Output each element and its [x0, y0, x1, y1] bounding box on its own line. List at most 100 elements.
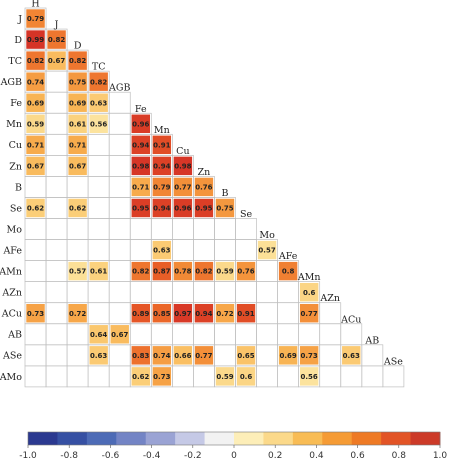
grid-cell	[45, 218, 68, 240]
cell-value-label: 0.62	[132, 373, 149, 381]
grid-cell	[45, 239, 68, 261]
heatmap-cell-Se-Cu	[173, 198, 193, 218]
heatmap-cell-Se-D	[68, 198, 87, 218]
cell-value-label: 0.64	[90, 331, 107, 339]
grid-cell	[66, 344, 89, 367]
cell-value-label: 0.72	[216, 310, 233, 318]
grid-cell	[24, 176, 47, 198]
cell-value-label: 0.61	[90, 268, 107, 276]
diagonal-label-AGB: AGB	[108, 83, 130, 94]
heatmap-cell-Fe-D	[68, 93, 87, 112]
heatmap-cell-AZn-AMn	[299, 282, 319, 302]
cell-value-label: 0.63	[343, 352, 360, 360]
cell-value-label: 0.82	[90, 78, 107, 86]
cell-value-label: 0.69	[27, 99, 44, 107]
grid-cell	[45, 176, 68, 198]
grid-cell	[382, 365, 405, 388]
heatmap-cell-D-J	[47, 30, 66, 49]
heatmap-cell-Zn-D	[68, 156, 87, 176]
row-label-ACu: ACu	[1, 309, 22, 320]
grid-cell	[87, 281, 110, 304]
colorbar-segment	[145, 432, 176, 445]
diagonal-label-ACu: ACu	[340, 314, 361, 325]
heatmap-cell-ACu-Fe	[131, 304, 150, 323]
diagonal-label-AZn: AZn	[319, 293, 340, 304]
cell-value-label: 0.94	[153, 162, 170, 170]
heatmap-cell-AMn-AFe	[278, 261, 298, 281]
cell-value-label: 0.71	[27, 141, 44, 149]
grid-cell	[108, 91, 131, 114]
grid-cell	[24, 239, 47, 261]
heatmap-cell-ASe-Cu	[173, 346, 193, 365]
heatmap-cell-ACu-Se	[236, 304, 256, 323]
grid-cell	[45, 133, 68, 156]
heatmap-cell-AFe-Mo	[257, 240, 277, 260]
heatmap-cell-AMn-Se	[236, 261, 256, 281]
cell-value-label: 0.75	[69, 78, 86, 86]
cell-value-label: 0.74	[27, 78, 44, 86]
grid-cell	[45, 155, 68, 177]
heatmap-cell-AFe-Mn	[152, 240, 172, 260]
heatmap-grid	[24, 7, 405, 388]
row-label-J: J	[17, 14, 22, 25]
heatmap-cell-B-Mn	[152, 177, 172, 197]
grid-cell	[45, 91, 68, 114]
colorbar-segment	[57, 432, 88, 445]
colorbar-tick-label: 0.6	[350, 451, 365, 461]
cell-value-label: 0.56	[301, 373, 318, 381]
cell-value-label: 0.78	[174, 268, 191, 276]
grid-cell	[172, 365, 194, 388]
colorbar-segment	[263, 432, 294, 445]
grid-cell	[66, 365, 89, 388]
row-label-D: D	[14, 35, 22, 46]
cell-value-label: 0.77	[195, 352, 212, 360]
grid-cell	[24, 218, 47, 240]
heatmap-cell-ACu-H	[26, 304, 45, 323]
grid-cell	[24, 260, 47, 283]
grid-cell	[129, 323, 152, 346]
heatmap-cell-AMn-D	[68, 261, 87, 281]
heatmap-cell-Se-Fe	[131, 198, 150, 218]
grid-cell	[193, 365, 215, 388]
heatmap-cell-AMn-TC	[89, 261, 108, 281]
heatmap-cell-J-H	[26, 9, 45, 28]
grid-cell	[24, 344, 47, 367]
grid-cell	[66, 281, 89, 304]
grid-cell	[319, 365, 342, 388]
cell-value-label: 0.87	[153, 268, 170, 276]
diagonal-label-Fe: Fe	[135, 104, 147, 115]
grid-cell	[24, 365, 47, 388]
cell-value-label: 0.94	[132, 141, 149, 149]
grid-cell	[277, 323, 300, 346]
heatmap-cell-ASe-Fe	[131, 346, 150, 365]
heatmap-cell-AGB-D	[68, 72, 87, 91]
grid-cell	[319, 302, 342, 325]
cell-value-label: 0.94	[195, 310, 212, 318]
grid-cell	[45, 323, 68, 346]
grid-cell	[66, 176, 89, 198]
heatmap-cell-ACu-Zn	[194, 304, 214, 323]
grid-cell	[361, 365, 384, 388]
grid-cell	[214, 323, 236, 346]
cell-value-label: 0.62	[27, 205, 44, 213]
row-label-AMo: AMo	[0, 372, 22, 383]
cell-value-label: 0.94	[153, 205, 170, 213]
grid-cell	[108, 112, 131, 135]
heatmap-cell-ASe-Se	[236, 346, 256, 365]
grid-cell	[235, 218, 257, 240]
cell-value-label: 0.82	[195, 268, 212, 276]
cell-value-label: 0.73	[27, 310, 44, 318]
colorbar-tick-label: 1.0	[433, 451, 448, 461]
grid-cell	[277, 281, 300, 304]
cell-value-label: 0.69	[69, 99, 86, 107]
grid-cell	[66, 218, 89, 240]
colorbar-tick-label: 0.4	[309, 451, 324, 461]
colorbar-segment	[204, 432, 235, 445]
row-label-AMn: AMn	[0, 267, 22, 278]
diagonal-label-J: J	[54, 20, 59, 31]
colorbar-tick-label: -0.4	[143, 451, 161, 461]
diagonal-label-ASe: ASe	[383, 356, 403, 367]
grid-cell	[256, 260, 278, 283]
colorbar-tick-label: 0.8	[392, 451, 407, 461]
